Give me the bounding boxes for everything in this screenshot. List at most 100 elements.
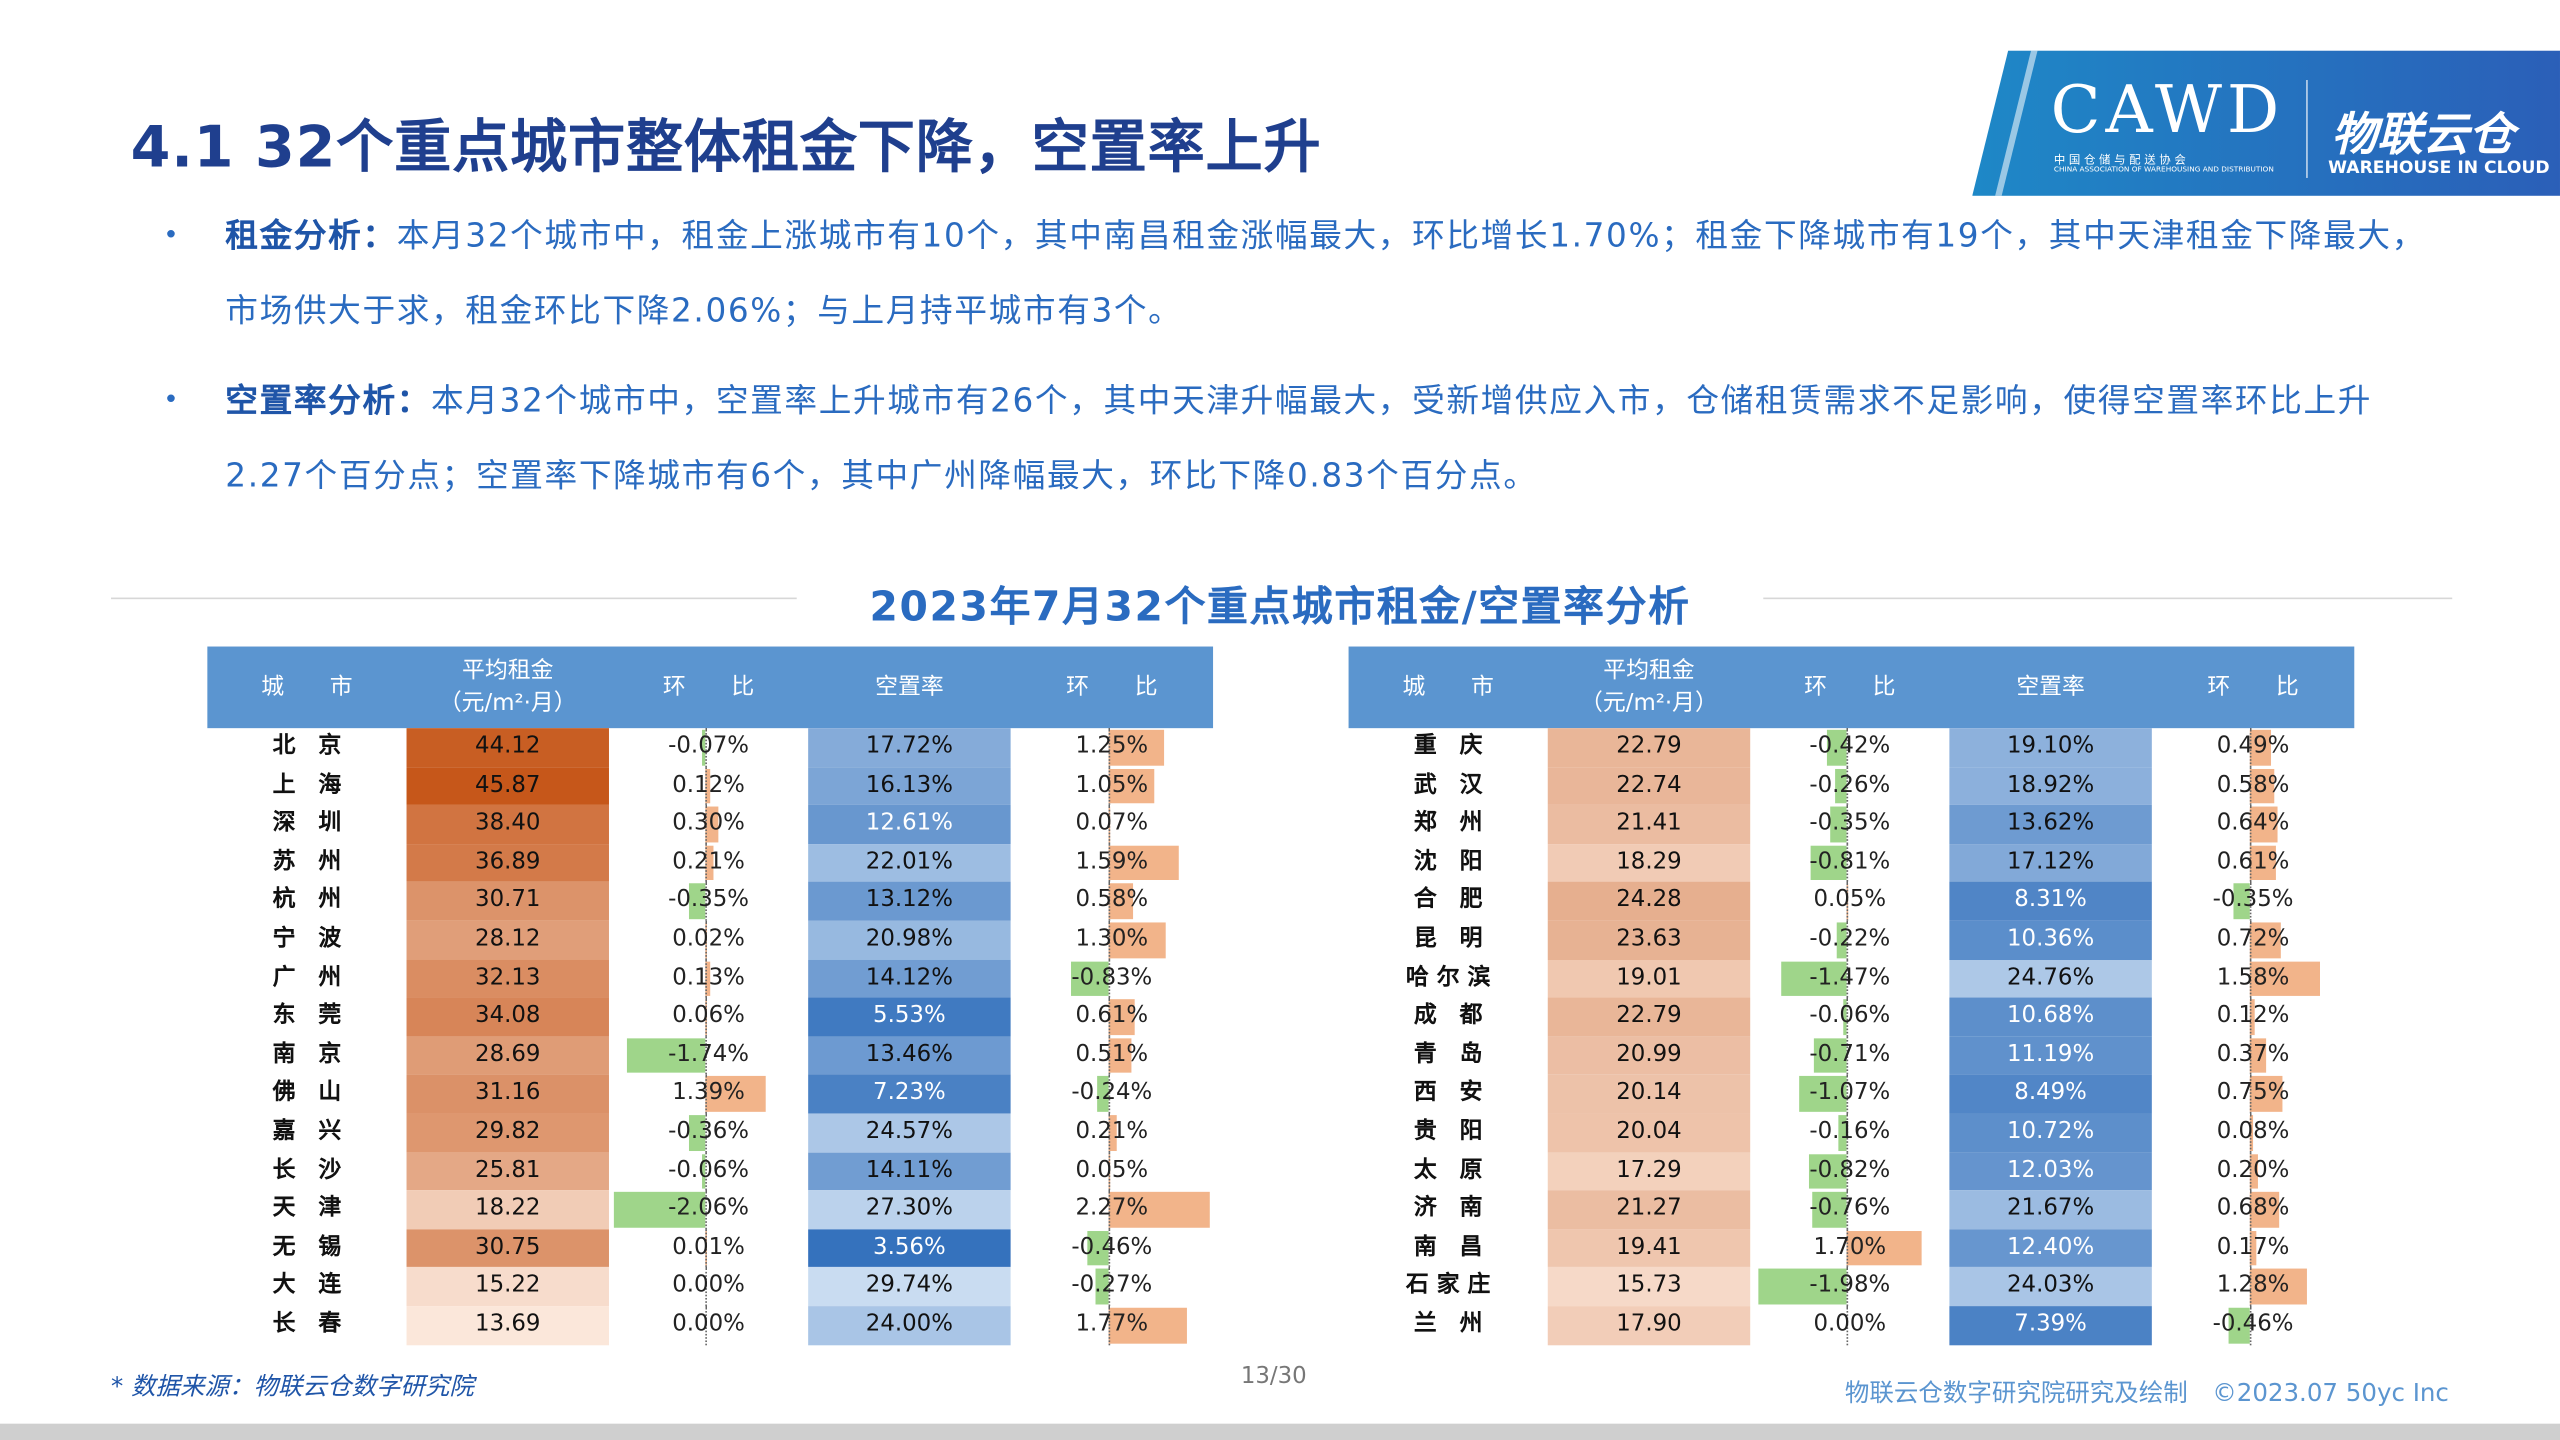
vacancy-change-value: 0.61% (1075, 1002, 1149, 1029)
rent-change-cell: 0.21% (609, 843, 808, 883)
avg-rent-value: 31.16 (406, 1074, 609, 1114)
divider-left (111, 597, 797, 600)
vacancy-change-value: 0.12% (2216, 1002, 2290, 1029)
city-table-left: 城 市 平均租金 （元/m²·月） 环 比 空置率 环 比北 京 44.12 17.72% -… (207, 646, 1214, 1345)
rent-change-value: -0.71% (1809, 1041, 1891, 1068)
rent-change-value: 1.70% (1813, 1233, 1887, 1260)
table-row: 宁 波 28.12 20.98% 0.02% 1.30% (207, 920, 1213, 960)
vacancy-change-bar (2249, 806, 2278, 843)
page-number: 13/30 (1240, 1363, 1307, 1390)
rent-change-bar (701, 1153, 705, 1189)
vacancy-change-value: 0.05% (1075, 1156, 1149, 1183)
vacancy-value: 14.12% (808, 959, 1011, 998)
rent-change-cell: 1.70% (1750, 1228, 1949, 1268)
city-name: 长 沙 (272, 1156, 342, 1183)
rent-change-cell: 0.00% (1750, 1305, 1949, 1345)
city-name: 佛 山 (272, 1079, 342, 1106)
rent-change-axis (1845, 843, 1848, 883)
rent-change-axis (1845, 1305, 1848, 1345)
vacancy-change-bar (1107, 768, 1155, 804)
vacancy-change-bar (2249, 768, 2276, 804)
vacancy-change-axis (1107, 997, 1110, 1037)
rent-change-value: -1.74% (668, 1041, 750, 1068)
rent-change-value: -2.06% (668, 1195, 750, 1222)
vacancy-change-axis (2249, 882, 2251, 921)
vacancy-change-cell: 1.58% (2152, 959, 2354, 998)
vacancy-value: 3.56% (808, 1228, 1011, 1268)
city-name: 北 京 (272, 733, 342, 760)
rent-change-axis (1845, 728, 1848, 767)
rent-change-bar (704, 1076, 766, 1112)
vacancy-change-bar (2249, 845, 2277, 881)
vacancy-change-value: -0.46% (2212, 1310, 2294, 1337)
city-name: 无 锡 (272, 1233, 342, 1260)
vacancy-change-bar (1107, 1037, 1131, 1074)
vacancy-value: 18.92% (1949, 766, 2152, 806)
data-source-note: * 数据来源：物联云仓数字研究院 (111, 1371, 474, 1401)
rent-change-bar (701, 729, 705, 766)
logo-background (1972, 50, 2560, 196)
rent-change-axis (704, 1074, 707, 1114)
vacancy-change-cell: 0.20% (2152, 1151, 2354, 1191)
rent-change-axis (1845, 920, 1848, 960)
rent-change-value: -0.06% (668, 1156, 750, 1183)
rent-change-value: -1.47% (1809, 964, 1891, 991)
vacancy-change-bar (1095, 1269, 1108, 1305)
vacancy-change-cell: 1.30% (1011, 920, 1213, 960)
table-row: 郑 州 21.41 13.62% -0.35% 0.64% (1349, 805, 2355, 844)
vacancy-change-cell: 0.72% (2152, 920, 2354, 960)
avg-rent-value: 17.90 (1547, 1305, 1751, 1345)
city-name: 苏 州 (272, 848, 342, 875)
vacancy-change-value: 2.27% (1075, 1195, 1149, 1222)
vacancy-value: 8.31% (1949, 882, 2152, 921)
vacancy-change-value: 0.64% (2216, 810, 2290, 837)
vacancy-change-cell: -0.46% (2152, 1305, 2354, 1345)
header-city: 城 市 (1402, 674, 1494, 701)
table-row: 南 昌 19.41 12.40% 1.70% 0.17% (1349, 1228, 2355, 1268)
vacancy-change-axis (2249, 766, 2251, 806)
logo-partner: 物联云仓 (2331, 107, 2515, 162)
vacancy-change-axis (1107, 1074, 1110, 1114)
rent-change-axis (704, 766, 707, 806)
vacancy-change-cell: 0.61% (1011, 997, 1213, 1037)
vacancy-change-axis (1107, 1305, 1110, 1345)
vacancy-change-cell: 0.07% (1011, 805, 1213, 844)
avg-rent-value: 21.27 (1547, 1190, 1751, 1229)
avg-rent-value: 24.28 (1547, 882, 1751, 921)
vacancy-change-value: 1.25% (1075, 733, 1149, 760)
city-name: 兰 州 (1413, 1310, 1483, 1337)
table-row: 沈 阳 18.29 17.12% -0.81% 0.61% (1349, 843, 2355, 883)
rent-change-bar (1809, 1153, 1846, 1189)
rent-change-cell: -0.76% (1750, 1190, 1949, 1229)
avg-rent-value: 22.79 (1547, 728, 1751, 767)
rent-change-cell: 0.13% (609, 959, 808, 998)
vacancy-analysis-text: 本月32个城市中，空置率上升城市有26个，其中天津升幅最大，受新增供应入市，仓储… (225, 380, 2373, 495)
credit-line: 物联云仓数字研究院研究及绘制 ©2023.07 50yc Inc (1844, 1377, 2449, 1408)
rent-change-cell: -1.98% (1750, 1267, 1949, 1306)
vacancy-change-bar (1107, 999, 1136, 1035)
rent-change-cell: -0.06% (1750, 997, 1949, 1037)
rent-change-value: -0.76% (1809, 1195, 1891, 1222)
section-title: 2023年7月32个重点城市租金/空置率分析 (869, 582, 1691, 631)
vacancy-value: 21.67% (1949, 1190, 2152, 1229)
vacancy-change-value: -0.46% (1071, 1233, 1153, 1260)
logo-brand-sub: 中 国 仓 储 与 配 送 协 会 (2053, 153, 2186, 167)
vacancy-change-cell: 0.58% (2152, 766, 2354, 806)
vacancy-change-value: 0.72% (2216, 925, 2290, 952)
brand-logo: CAWD 中 国 仓 储 与 配 送 协 会 CHINA ASSOCIATION… (1972, 50, 2560, 196)
vacancy-change-value: 1.58% (2216, 964, 2290, 991)
vacancy-change-axis (1107, 1036, 1110, 1075)
vacancy-change-axis (2249, 920, 2251, 960)
city-name: 杭 州 (272, 887, 342, 914)
city-name: 天 津 (272, 1195, 342, 1222)
vacancy-change-bar (1107, 845, 1180, 881)
avg-rent-value: 22.74 (1547, 766, 1751, 806)
vacancy-value: 22.01% (808, 843, 1011, 883)
rent-change-cell: -0.82% (1750, 1151, 1949, 1191)
avg-rent-value: 18.22 (406, 1190, 609, 1229)
rent-change-bar (704, 806, 718, 843)
city-name: 西 安 (1413, 1079, 1483, 1106)
rent-change-cell: 0.12% (609, 766, 808, 806)
rent-change-axis (704, 1036, 707, 1075)
rent-analysis-label: 租金分析： (225, 215, 397, 255)
